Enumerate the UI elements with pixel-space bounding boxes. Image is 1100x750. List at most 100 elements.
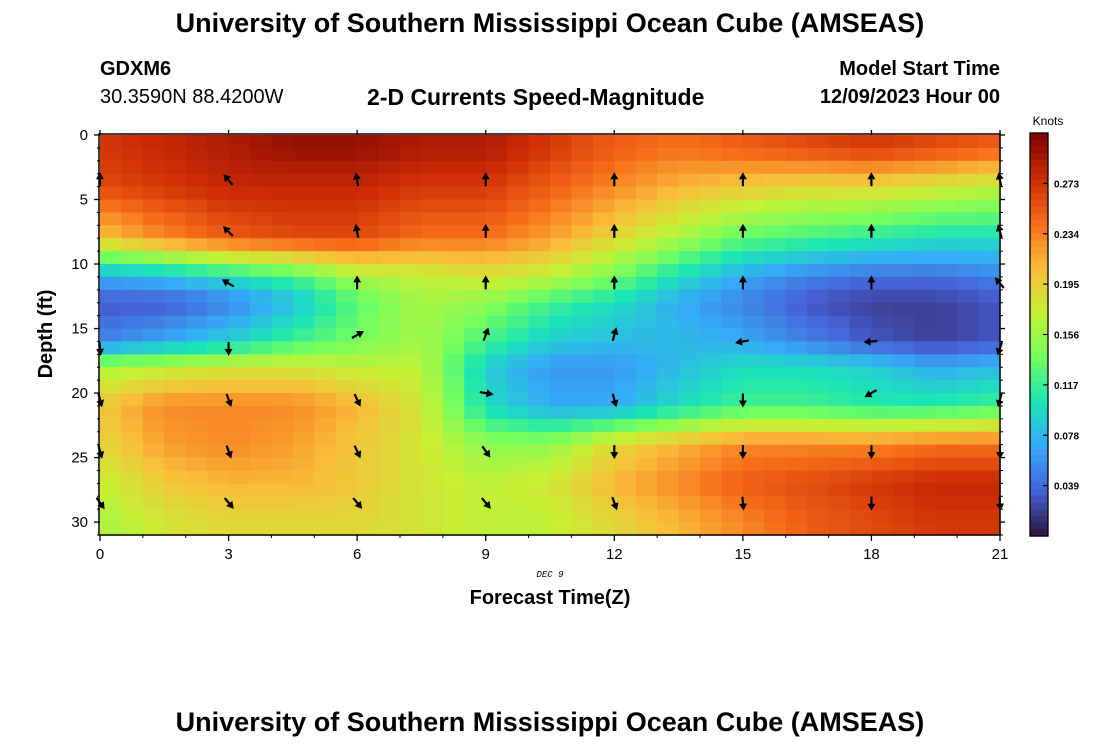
heatmap-cell (335, 431, 358, 446)
heatmap-cell (528, 289, 551, 304)
heatmap-cell (742, 225, 765, 239)
heatmap-cell (721, 457, 744, 472)
heatmap-cell (978, 483, 1001, 497)
heatmap-cell (957, 186, 980, 201)
heatmap-cell (292, 367, 315, 381)
heatmap-cell (657, 238, 680, 252)
heatmap-cell (250, 264, 273, 278)
heatmap-cell (378, 173, 401, 188)
heatmap-cell (571, 302, 594, 317)
heatmap-cell (314, 431, 337, 446)
heatmap-cell (657, 160, 680, 175)
heatmap-cell (935, 251, 958, 265)
heatmap-cell (314, 457, 337, 472)
heatmap-cell (464, 444, 487, 459)
heatmap-cell (250, 135, 273, 149)
heatmap-cell (142, 444, 165, 459)
heatmap-cell (164, 212, 187, 226)
heatmap-cell (335, 315, 358, 330)
heatmap-cell (442, 405, 465, 420)
heatmap-cell (678, 444, 701, 459)
heatmap-cell (271, 431, 294, 446)
heatmap-cell (185, 251, 208, 265)
heatmap-cell (421, 160, 444, 175)
heatmap-cell (850, 315, 873, 330)
heatmap-cell (164, 354, 187, 368)
heatmap-cell (850, 367, 873, 381)
plot-title: 2-D Currents Speed-Magnitude (367, 84, 705, 110)
heatmap-cell (485, 212, 508, 226)
heatmap-cell (914, 444, 937, 459)
heatmap-cell (400, 199, 423, 214)
heatmap-cell (378, 483, 401, 497)
heatmap-cell (678, 457, 701, 472)
current-vector-arrow (353, 445, 362, 459)
current-vector-arrow (353, 275, 362, 290)
heatmap-cell (614, 380, 637, 394)
current-vector-arrow (863, 337, 878, 346)
heatmap-cell (592, 199, 615, 214)
heatmap-cell (892, 328, 915, 343)
page-title: University of Southern Mississippi Ocean… (175, 8, 925, 38)
heatmap-cell (828, 470, 851, 484)
heatmap-cell (314, 160, 337, 175)
heatmap-cell (700, 289, 723, 304)
heatmap-cell (914, 470, 937, 484)
heatmap-cell (142, 457, 165, 472)
heatmap-cell (400, 173, 423, 188)
heatmap-cell (635, 405, 658, 420)
current-vector-arrow (738, 172, 747, 187)
heatmap-cell (185, 199, 208, 214)
heatmap-cell (935, 147, 958, 162)
heatmap-cell (807, 380, 830, 394)
heatmap-cell (100, 135, 123, 149)
heatmap-cell (807, 418, 830, 433)
heatmap-cell (550, 160, 573, 175)
heatmap-cell (421, 276, 444, 291)
heatmap-cell (850, 160, 873, 175)
colorbar-swatch (1030, 361, 1048, 369)
heatmap-cell (507, 354, 530, 368)
heatmap-cell (850, 212, 873, 226)
heatmap-cell (635, 135, 658, 149)
heatmap-cell (485, 264, 508, 278)
heatmap-cell (592, 393, 615, 407)
heatmap-cell (507, 483, 530, 497)
heatmap-cell (207, 483, 230, 497)
heatmap-cell (207, 147, 230, 162)
heatmap-cell (657, 483, 680, 497)
heatmap-cell (657, 496, 680, 510)
heatmap-cell (721, 264, 744, 278)
heatmap-cell (914, 225, 937, 239)
heatmap-cell (507, 431, 530, 446)
heatmap-cell (142, 483, 165, 497)
heatmap-cell (700, 354, 723, 368)
colorbar-swatch (1030, 488, 1048, 497)
colorbar-swatch (1030, 139, 1048, 148)
heatmap-cell (592, 147, 615, 162)
heatmap-cell (335, 186, 358, 201)
colorbar-swatch (1030, 408, 1048, 416)
heatmap-cell (700, 160, 723, 175)
heatmap-cell (228, 341, 251, 355)
heatmap-cell (100, 418, 123, 433)
heatmap-cell (635, 147, 658, 162)
heatmap-cell (378, 186, 401, 201)
heatmap-cell (164, 405, 187, 420)
heatmap-cell (592, 418, 615, 433)
heatmap-cell (142, 354, 165, 368)
heatmap-cell (421, 264, 444, 278)
heatmap-cell (592, 367, 615, 381)
heatmap-cell (400, 418, 423, 433)
heatmap-cell (678, 354, 701, 368)
heatmap-cell (957, 212, 980, 226)
heatmap-cell (335, 367, 358, 381)
heatmap-cell (485, 147, 508, 162)
heatmap-cell (207, 470, 230, 484)
heatmap-cell (742, 302, 765, 317)
heatmap-cell (828, 483, 851, 497)
heatmap-cell (442, 367, 465, 381)
heatmap-cell (507, 380, 530, 394)
heatmap-cell (807, 186, 830, 201)
heatmap-cell (571, 431, 594, 446)
